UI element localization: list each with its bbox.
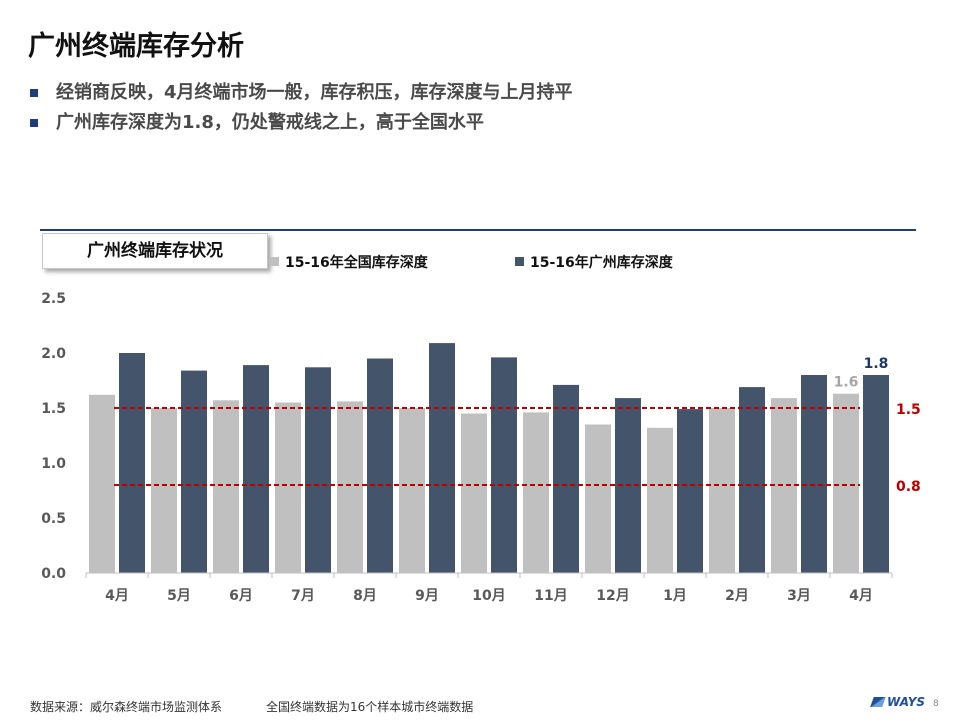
bullet-item: 经销商反映，4月终端市场一般，库存积压，库存深度与上月持平 <box>30 78 573 108</box>
bar-national <box>523 412 549 573</box>
y-tick-label: 2.0 <box>41 346 66 362</box>
bar-guangzhou <box>119 353 145 573</box>
threshold-label: 1.5 <box>896 402 921 418</box>
bar-national <box>399 408 425 573</box>
bar-guangzhou <box>801 375 827 573</box>
bar-guangzhou <box>243 365 269 573</box>
bar-guangzhou <box>429 343 455 573</box>
bar-national <box>275 402 301 573</box>
bar-national <box>151 408 177 573</box>
bar-guangzhou <box>367 358 393 573</box>
footer-note: 全国终端数据为16个样本城市终端数据 <box>266 700 474 714</box>
bar-national <box>833 393 859 573</box>
x-tick-label: 2月 <box>725 588 749 604</box>
threshold-label: 0.8 <box>896 479 921 495</box>
legend-item-national: 15-16年全国库存深度 <box>270 254 428 272</box>
data-label: 1.6 <box>834 375 859 391</box>
bullet-square-icon <box>30 89 38 97</box>
footer-source: 数据来源：威尔森终端市场监测体系 <box>30 700 223 714</box>
bar-guangzhou <box>553 384 579 573</box>
ways-logo-icon <box>870 697 886 707</box>
bar-national <box>89 394 115 573</box>
y-tick-label: 1.5 <box>41 401 66 417</box>
legend-label-guangzhou: 15-16年广州库存深度 <box>530 255 673 271</box>
bar-guangzhou <box>181 370 207 573</box>
legend-label-national: 15-16年全国库存深度 <box>285 255 428 271</box>
ways-logo: WAYS <box>870 695 926 709</box>
bar-guangzhou <box>305 367 331 573</box>
y-tick-label: 0.5 <box>41 511 66 527</box>
x-tick-label: 1月 <box>663 588 687 604</box>
page-title: 广州终端库存分析 <box>28 31 244 62</box>
x-tick-label: 8月 <box>353 588 377 604</box>
bar-national <box>213 400 239 573</box>
bullet-square-icon <box>30 119 38 127</box>
legend-swatch-guangzhou <box>515 257 524 266</box>
summary-bullets: 经销商反映，4月终端市场一般，库存积压，库存深度与上月持平 广州库存深度为1.8… <box>30 78 573 138</box>
legend-item-guangzhou: 15-16年广州库存深度 <box>515 254 673 272</box>
y-tick-label: 1.0 <box>41 456 66 472</box>
bar-guangzhou <box>677 409 703 573</box>
bullet-text: 经销商反映，4月终端市场一般，库存积压，库存深度与上月持平 <box>56 82 573 103</box>
y-tick-label: 2.5 <box>41 291 66 307</box>
bar-national <box>771 398 797 573</box>
x-tick-label: 5月 <box>167 588 191 604</box>
bar-national <box>461 413 487 573</box>
bar-national <box>337 401 363 573</box>
chart-title: 广州终端库存状况 <box>42 233 268 269</box>
bullet-text: 广州库存深度为1.8，仍处警戒线之上，高于全国水平 <box>56 112 484 133</box>
ways-logo-text: WAYS <box>887 695 926 709</box>
bullet-item: 广州库存深度为1.8，仍处警戒线之上，高于全国水平 <box>30 108 573 138</box>
x-tick-label: 4月 <box>105 588 129 604</box>
x-tick-label: 3月 <box>787 588 811 604</box>
page-number: 8 <box>933 699 939 709</box>
data-label: 1.8 <box>864 356 889 372</box>
bar-guangzhou <box>863 375 889 573</box>
bar-guangzhou <box>739 387 765 573</box>
chart-top-divider <box>40 229 916 231</box>
x-tick-label: 10月 <box>472 588 505 604</box>
bar-national <box>647 427 673 573</box>
legend-swatch-national <box>270 257 279 266</box>
bar-national <box>585 424 611 573</box>
bar-guangzhou <box>491 357 517 573</box>
x-tick-label: 11月 <box>534 588 567 604</box>
x-tick-label: 9月 <box>415 588 439 604</box>
x-tick-label: 7月 <box>291 588 315 604</box>
y-tick-label: 0.0 <box>41 566 66 582</box>
x-tick-label: 6月 <box>229 588 253 604</box>
x-tick-label: 4月 <box>849 588 873 604</box>
bar-national <box>709 408 735 573</box>
x-tick-label: 12月 <box>596 588 629 604</box>
